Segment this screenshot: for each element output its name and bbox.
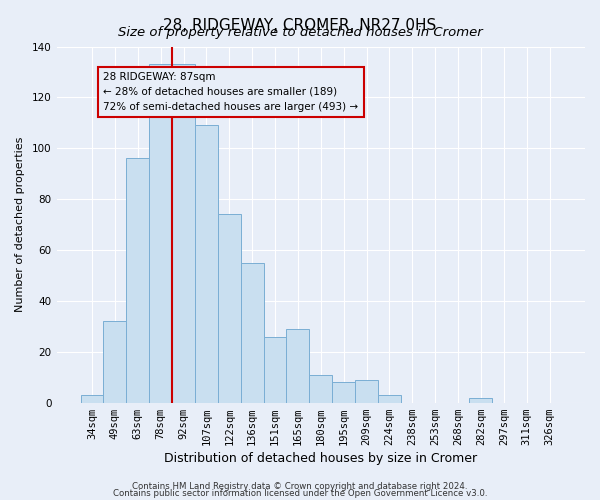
Bar <box>172 64 195 402</box>
X-axis label: Distribution of detached houses by size in Cromer: Distribution of detached houses by size … <box>164 452 478 465</box>
Bar <box>310 374 332 402</box>
Bar <box>378 395 401 402</box>
Bar <box>286 329 310 402</box>
Bar <box>127 158 149 402</box>
Text: Contains HM Land Registry data © Crown copyright and database right 2024.: Contains HM Land Registry data © Crown c… <box>132 482 468 491</box>
Bar <box>332 382 355 402</box>
Bar <box>80 395 103 402</box>
Text: Contains public sector information licensed under the Open Government Licence v3: Contains public sector information licen… <box>113 490 487 498</box>
Bar <box>218 214 241 402</box>
Bar <box>241 263 263 402</box>
Y-axis label: Number of detached properties: Number of detached properties <box>15 137 25 312</box>
Text: Size of property relative to detached houses in Cromer: Size of property relative to detached ho… <box>118 26 482 39</box>
Bar <box>195 126 218 402</box>
Bar <box>263 336 286 402</box>
Bar <box>149 64 172 402</box>
Text: 28, RIDGEWAY, CROMER, NR27 0HS: 28, RIDGEWAY, CROMER, NR27 0HS <box>163 18 437 32</box>
Bar <box>469 398 493 402</box>
Text: 28 RIDGEWAY: 87sqm
← 28% of detached houses are smaller (189)
72% of semi-detach: 28 RIDGEWAY: 87sqm ← 28% of detached hou… <box>103 72 359 112</box>
Bar <box>103 322 127 402</box>
Bar <box>355 380 378 402</box>
